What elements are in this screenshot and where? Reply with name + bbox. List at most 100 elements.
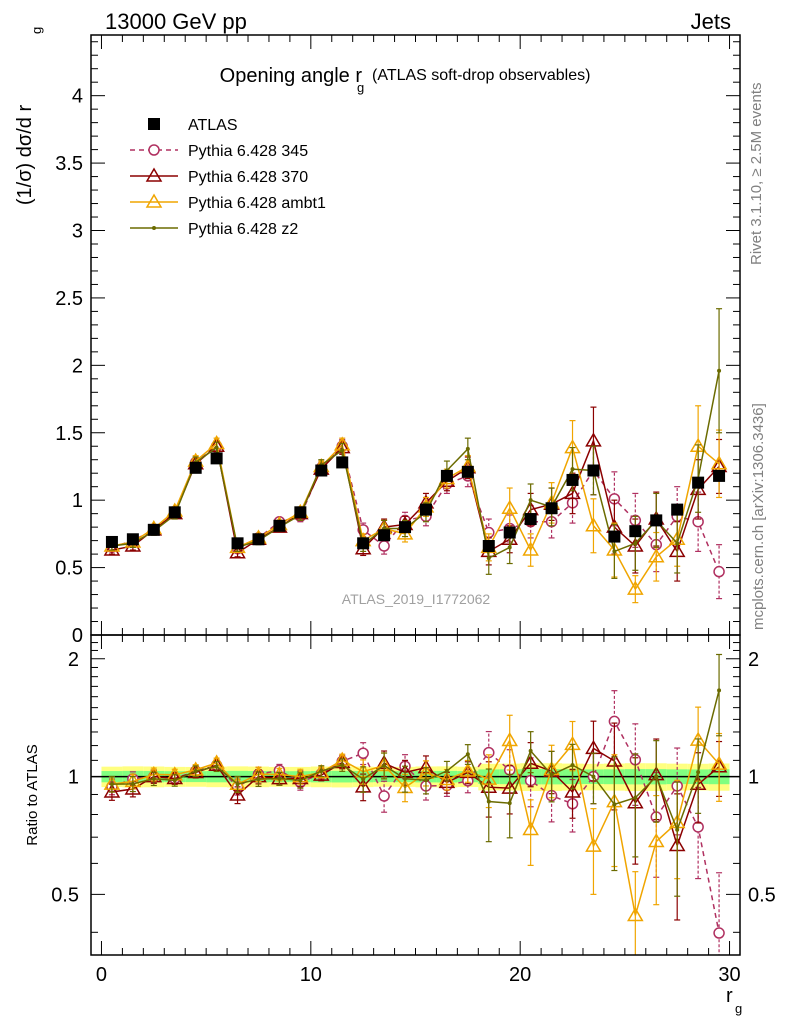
ratio-point bbox=[675, 827, 680, 832]
legend-label: ATLAS bbox=[188, 117, 238, 134]
ratio-point bbox=[124, 780, 142, 795]
main-ytick-label: 3 bbox=[72, 221, 83, 243]
main-point bbox=[105, 535, 118, 548]
ratio-point bbox=[713, 927, 725, 939]
ratio-point bbox=[214, 764, 219, 769]
ratio-ytick-label: 2 bbox=[68, 649, 79, 671]
main-point bbox=[692, 476, 705, 489]
ratio-ylabel-group: Ratio to ATLAS bbox=[24, 744, 41, 845]
ratio-series-layer bbox=[103, 653, 728, 955]
main-point bbox=[612, 549, 617, 554]
ratio-point bbox=[298, 778, 303, 783]
analysis-label: ATLAS_2019_I1772062 bbox=[342, 591, 491, 607]
main-point bbox=[647, 548, 665, 563]
main-point bbox=[419, 503, 432, 516]
ratio-point bbox=[549, 772, 554, 777]
ratio-point bbox=[319, 769, 324, 774]
main-point bbox=[168, 506, 181, 519]
legend-marker bbox=[152, 226, 156, 230]
ratio-point bbox=[465, 752, 470, 757]
ratio-point bbox=[570, 763, 575, 768]
ratio-point bbox=[647, 833, 665, 848]
xtick-label: 0 bbox=[96, 964, 107, 986]
ratio-series-line bbox=[111, 719, 720, 934]
main-series-pythia-6-428-z2 bbox=[108, 308, 723, 579]
ratio-series-pythia-6-428-z2 bbox=[108, 653, 723, 897]
ratio-point bbox=[357, 747, 369, 759]
main-point bbox=[103, 541, 121, 556]
ratio-point bbox=[627, 907, 644, 922]
ratio-ylabel: Ratio to ATLAS bbox=[24, 744, 41, 845]
main-ytick-label: 1 bbox=[72, 490, 83, 512]
main-series-line bbox=[111, 370, 720, 560]
main-point bbox=[717, 368, 722, 373]
ratio-point bbox=[312, 766, 330, 781]
ratio-point bbox=[522, 820, 539, 836]
main-point bbox=[440, 469, 453, 482]
ratio-point bbox=[423, 778, 428, 783]
ratio-point bbox=[696, 770, 701, 775]
main-point bbox=[545, 502, 558, 515]
main-point bbox=[503, 526, 516, 539]
chart-title-paren: (ATLAS soft-drop observables) bbox=[372, 67, 590, 84]
main-point bbox=[465, 446, 470, 451]
ratio-point bbox=[654, 774, 659, 779]
ratio-point bbox=[378, 790, 390, 802]
legend-entry: Pythia 6.428 345 bbox=[130, 143, 308, 160]
main-point bbox=[147, 523, 160, 536]
xtick-label: 30 bbox=[718, 964, 740, 986]
ratio-point bbox=[403, 776, 408, 781]
main-point bbox=[315, 464, 328, 477]
main-ylabel-group: (1/σ) dσ/d r g bbox=[14, 27, 44, 205]
ratio-point bbox=[172, 778, 177, 783]
main-point bbox=[378, 529, 391, 542]
ratio-point bbox=[612, 802, 617, 807]
main-point bbox=[633, 541, 638, 546]
ratio-point bbox=[585, 837, 602, 852]
main-point bbox=[710, 455, 728, 470]
legend-marker bbox=[145, 167, 163, 182]
ratio-point bbox=[528, 748, 533, 753]
main-point bbox=[273, 519, 286, 532]
legend-entry: ATLAS bbox=[148, 117, 238, 134]
main-point bbox=[486, 556, 491, 561]
ratio-ytick-label-right: 1 bbox=[748, 767, 759, 789]
legend: ATLAS Pythia 6.428 345 Pythia 6.428 370 Pyt… bbox=[130, 117, 326, 238]
main-point bbox=[671, 503, 684, 516]
legend-entry: Pythia 6.428 z2 bbox=[130, 221, 298, 238]
main-point bbox=[214, 445, 219, 450]
legend-label: Pythia 6.428 z2 bbox=[188, 221, 298, 238]
ratio-point bbox=[256, 776, 261, 781]
ratio-point bbox=[151, 776, 156, 781]
main-ylabel-sub: g bbox=[29, 27, 44, 34]
ratio-series-line bbox=[111, 747, 720, 848]
ratio-frame bbox=[90, 634, 741, 956]
ratio-point bbox=[564, 783, 581, 798]
main-point bbox=[210, 452, 223, 465]
legend-label: Pythia 6.428 370 bbox=[188, 169, 308, 186]
ratio-point bbox=[591, 774, 596, 779]
main-series-atlas bbox=[105, 452, 726, 553]
main-point bbox=[252, 533, 265, 546]
axes-layer: 00.511.522.533.540.5 0.51 12 20 10 20 30 bbox=[51, 35, 776, 986]
ratio-point bbox=[501, 731, 519, 747]
ratio-point bbox=[103, 783, 121, 798]
ratio-series-line bbox=[111, 738, 720, 916]
main-ytick-label: 2.5 bbox=[55, 288, 83, 310]
ratio-point bbox=[109, 782, 114, 787]
ratio-point bbox=[187, 764, 204, 779]
main-point bbox=[357, 537, 370, 550]
ratio-point bbox=[193, 769, 198, 774]
ratio-point bbox=[710, 755, 728, 770]
ratio-ytick-label-right: 0.5 bbox=[748, 884, 776, 906]
main-point bbox=[650, 514, 663, 527]
main-point bbox=[587, 464, 600, 477]
ratio-point bbox=[361, 777, 366, 782]
ratio-point bbox=[277, 776, 282, 781]
header-left-label: 13000 GeV pp bbox=[105, 9, 247, 34]
main-point bbox=[713, 469, 726, 482]
main-point bbox=[231, 537, 244, 550]
main-point bbox=[336, 456, 349, 469]
ratio-point bbox=[459, 762, 477, 777]
